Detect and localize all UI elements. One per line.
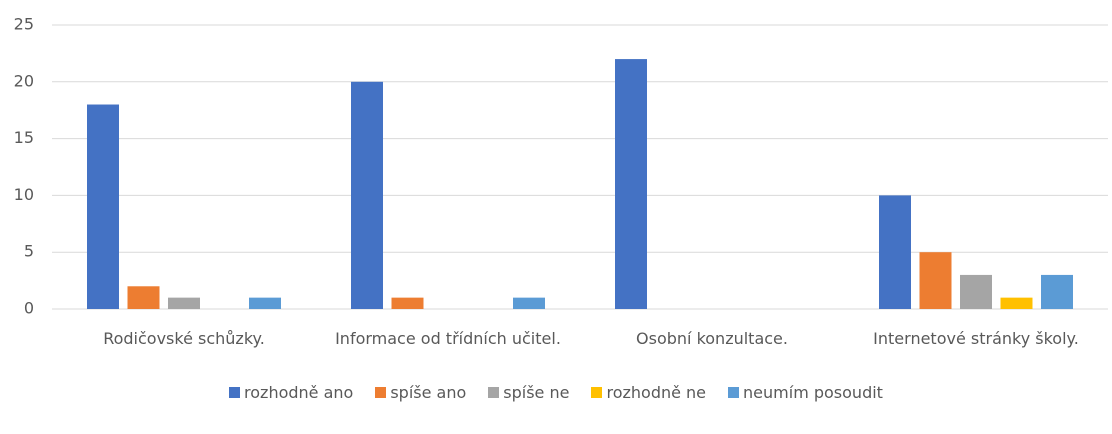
bar bbox=[919, 252, 952, 309]
y-tick-label: 15 bbox=[14, 128, 34, 147]
bar bbox=[615, 59, 647, 309]
y-tick-label: 10 bbox=[14, 185, 34, 204]
legend-item: rozhodně ano bbox=[229, 383, 353, 402]
x-tick-label: Informace od třídních učitel. bbox=[335, 329, 561, 348]
legend-label: neumím posoudit bbox=[743, 383, 883, 402]
legend-label: spíše ne bbox=[503, 383, 570, 402]
x-tick-label: Rodičovské schůzky. bbox=[103, 329, 265, 348]
y-tick-label: 0 bbox=[24, 299, 34, 318]
bar bbox=[879, 195, 911, 309]
legend-item: neumím posoudit bbox=[728, 383, 883, 402]
bar bbox=[87, 104, 119, 310]
legend-item: spíše ano bbox=[375, 383, 466, 402]
x-tick-label: Internetové stránky školy. bbox=[873, 329, 1079, 348]
legend-swatch bbox=[591, 387, 603, 398]
legend-label: spíše ano bbox=[390, 383, 467, 402]
legend: rozhodně ano spíše ano spíše ne rozhodně ne… bbox=[0, 383, 1112, 402]
y-tick-label: 20 bbox=[14, 71, 34, 90]
bar bbox=[391, 297, 424, 309]
y-tick-label: 25 bbox=[14, 15, 34, 34]
legend-item: spíše ne bbox=[488, 383, 569, 402]
bar bbox=[960, 274, 992, 309]
bar bbox=[1000, 297, 1033, 309]
legend-label: rozhodně ne bbox=[606, 383, 707, 402]
bar bbox=[127, 286, 160, 309]
legend-swatch bbox=[488, 387, 500, 398]
legend-item: rozhodně ne bbox=[591, 383, 706, 402]
legend-swatch bbox=[375, 387, 387, 398]
bar bbox=[249, 297, 281, 309]
x-tick-label: Osobní konzultace. bbox=[636, 329, 788, 348]
bar bbox=[351, 81, 383, 309]
bar bbox=[513, 297, 545, 309]
legend-label: rozhodně ano bbox=[244, 383, 354, 402]
legend-swatch bbox=[229, 387, 241, 398]
y-tick-label: 5 bbox=[24, 242, 34, 261]
legend-swatch bbox=[728, 387, 740, 398]
bar bbox=[1041, 274, 1073, 309]
bar bbox=[168, 297, 200, 309]
